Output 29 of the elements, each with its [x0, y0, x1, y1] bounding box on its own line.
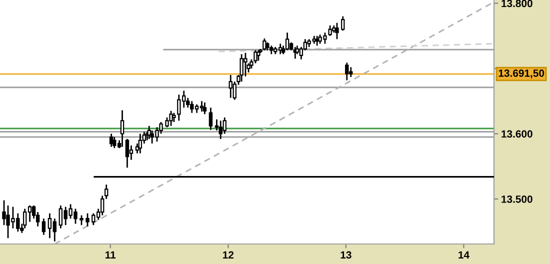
- candlestick: [244, 52, 248, 78]
- candlestick: [138, 133, 142, 154]
- y-tick-label: 13.600: [502, 130, 532, 138]
- candlestick: [169, 110, 173, 127]
- y-tick-label: 13.800: [502, 0, 532, 8]
- candlestick: [125, 138, 130, 168]
- x-tick-label: 11: [106, 251, 116, 258]
- candlestick: [228, 74, 232, 99]
- candlestick: [240, 53, 244, 82]
- x-tick-label: 12: [223, 251, 234, 258]
- candlestick: [349, 66, 353, 78]
- y-tick-label: 13.500: [502, 195, 532, 203]
- candlestick: [80, 214, 84, 226]
- candlestick: [202, 102, 207, 115]
- x-tick-label: 13: [340, 251, 352, 259]
- ref-line-label: 13.691,50: [498, 69, 544, 78]
- x-tick-label: 14: [458, 251, 470, 258]
- candlestick: [335, 22, 339, 40]
- candlestick: [345, 62, 349, 81]
- candlestick: [341, 16, 345, 32]
- candlestick: [328, 24, 332, 37]
- candlestick: [172, 112, 176, 123]
- candlestick: [86, 212, 90, 228]
- candlestick: [262, 38, 266, 51]
- candlestick: [208, 106, 213, 131]
- candlestick: [42, 218, 46, 236]
- candlestick: [285, 32, 290, 51]
- candlestick: [120, 110, 124, 148]
- candlestick: [218, 120, 222, 140]
